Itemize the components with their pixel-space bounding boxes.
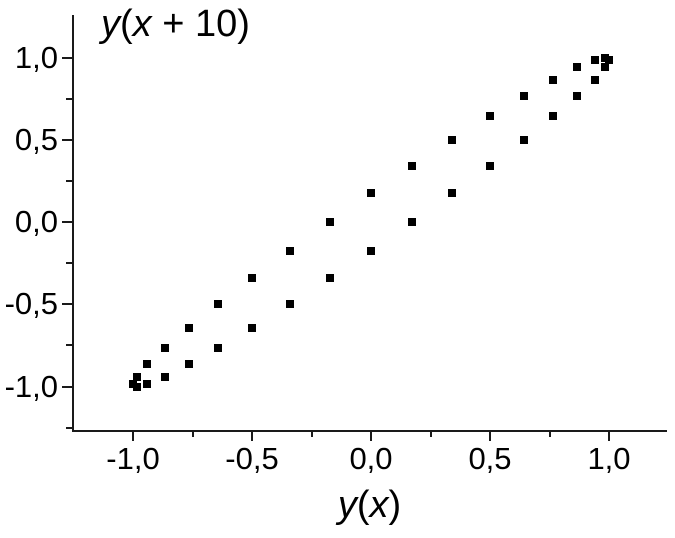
label-variable: y [101,3,120,45]
data-point [285,300,294,309]
data-point [248,323,256,332]
x-minor-tick [548,432,551,437]
data-point [549,112,558,121]
data-point [184,323,193,332]
y-minor-tick [66,179,72,182]
y-tick-label: -0,5 [4,286,58,322]
data-point [325,274,334,283]
x-major-tick [132,432,134,441]
data-point [367,189,375,198]
x-tick-label: 0,5 [468,441,512,476]
x-tick-label: 0,0 [349,441,393,476]
data-point [520,135,529,144]
y-axis [72,15,74,432]
data-point [601,53,610,62]
data-point [601,63,610,72]
label-text: ) [388,484,402,526]
data-point [132,372,141,381]
x-major-tick [489,432,491,441]
data-point [486,112,494,121]
label-variable: x [132,3,152,45]
y-minor-tick [66,344,72,347]
data-point [408,218,417,226]
y-major-tick [62,385,72,388]
label-variable: x [369,484,389,526]
y-tick-label: -1,0 [4,368,58,404]
data-point [486,161,494,170]
x-axis-label: y(x) [72,481,667,529]
data-point [408,161,417,170]
x-minor-tick [429,432,432,437]
y-tick-label: 1,0 [14,39,58,75]
x-major-tick [608,432,610,441]
x-tick-label: 1,0 [587,441,631,476]
data-point [213,300,222,309]
label-variable: y [337,484,357,526]
data-point [549,75,558,84]
data-point [590,75,599,84]
data-point [143,380,152,389]
label-text: ( [120,3,133,45]
data-point [520,91,529,100]
data-point [143,360,152,369]
y-minor-tick [66,426,72,429]
data-point [448,135,457,144]
label-text: + 10) [151,3,250,45]
x-tick-label: -1,0 [106,441,160,476]
y-major-tick [62,221,72,223]
y-minor-tick [66,262,72,265]
data-point [573,91,582,100]
x-major-tick [370,432,372,441]
data-point [367,246,375,255]
data-point [160,344,169,352]
data-point [213,344,222,352]
x-tick-label: -0,5 [225,441,279,476]
x-minor-tick [191,432,194,437]
x-minor-tick [310,432,313,437]
y-major-tick [62,56,72,59]
data-point [248,274,256,283]
y-tick-label: 0,0 [14,204,58,239]
data-point [160,372,169,381]
data-point [285,246,294,255]
label-text: ( [356,484,370,526]
x-major-tick [251,432,253,441]
data-point [573,63,582,72]
y-tick-label: 0,5 [14,121,58,157]
data-point [590,55,599,64]
y-major-tick [62,303,72,306]
data-point [184,360,193,369]
y-major-tick [62,138,72,141]
data-point [325,218,334,226]
y-minor-tick [66,97,72,100]
y-axis-title: y(x + 10) [101,1,250,47]
data-point [132,382,141,391]
x-axis [72,430,667,432]
data-point [448,189,457,198]
